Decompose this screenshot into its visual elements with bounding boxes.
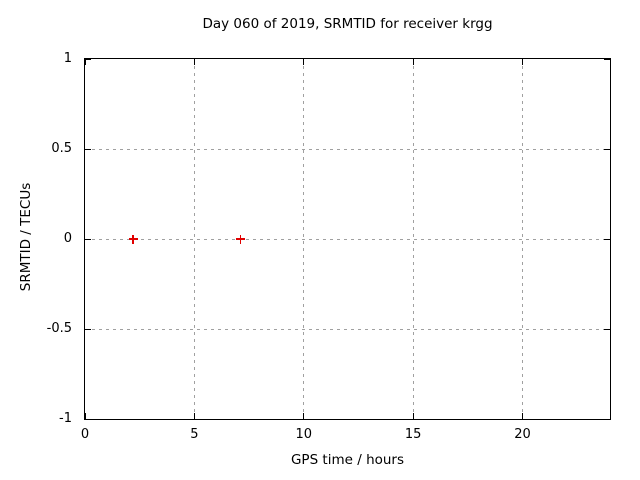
- y-tick-mark: [604, 328, 610, 330]
- y-tick-mark: [85, 418, 91, 420]
- y-tick-mark: [85, 148, 91, 150]
- y-tick-label: 0: [63, 231, 72, 246]
- gridline-horizontal: [85, 238, 610, 240]
- x-tick-mark: [522, 59, 523, 65]
- y-tick-label: -0.5: [46, 321, 72, 336]
- y-tick-label: 0.5: [51, 141, 72, 156]
- data-point-marker: [235, 234, 245, 244]
- x-tick-label: 0: [80, 427, 90, 442]
- gridline-horizontal: [85, 148, 610, 150]
- chart-title: Day 060 of 2019, SRMTID for receiver krg…: [202, 16, 493, 32]
- y-tick-mark: [604, 148, 610, 150]
- x-tick-mark: [193, 59, 195, 65]
- x-tick-label: 10: [295, 427, 313, 442]
- x-axis-label: GPS time / hours: [290, 452, 405, 468]
- y-tick-label: -1: [59, 411, 72, 426]
- x-tick-label: 20: [514, 427, 531, 442]
- x-tick-mark: [193, 413, 195, 419]
- data-point-marker: [128, 234, 138, 244]
- x-tick-mark: [412, 59, 414, 65]
- plot-area: [84, 58, 611, 420]
- y-tick-label: 1: [63, 51, 72, 66]
- x-tick-mark: [412, 413, 414, 419]
- y-tick-mark: [604, 58, 610, 60]
- x-tick-label: 15: [404, 427, 422, 442]
- y-tick-mark: [604, 238, 610, 240]
- x-tick-mark: [84, 59, 86, 65]
- y-tick-mark: [85, 238, 91, 240]
- x-tick-mark: [303, 413, 305, 419]
- x-tick-label: 5: [190, 427, 199, 442]
- x-tick-mark: [84, 413, 86, 419]
- y-tick-mark: [604, 418, 610, 420]
- x-tick-mark: [522, 413, 523, 419]
- x-tick-mark: [303, 59, 305, 65]
- gridline-horizontal: [85, 328, 610, 330]
- y-tick-mark: [85, 328, 91, 330]
- y-tick-mark: [85, 58, 91, 60]
